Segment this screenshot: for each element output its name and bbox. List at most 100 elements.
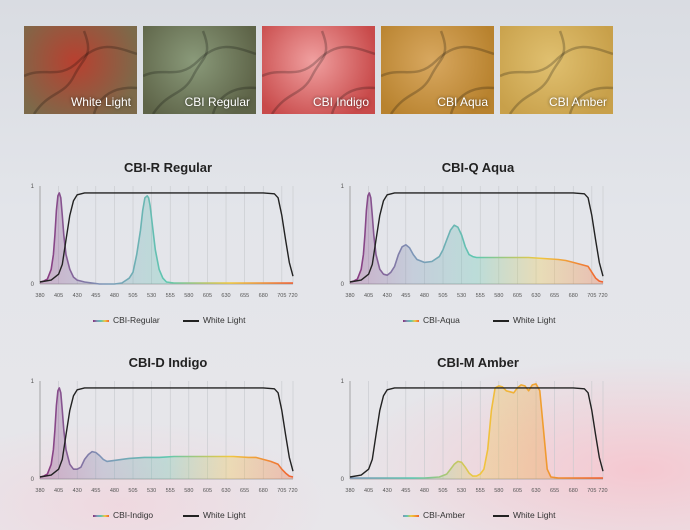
y-tick-label: 0	[341, 282, 345, 288]
series-line-cbi-aqua	[349, 192, 604, 283]
x-tick-label: 380	[35, 488, 44, 494]
x-tick-label: 630	[531, 488, 540, 494]
x-tick-label: 655	[550, 293, 559, 299]
x-tick-label: 555	[166, 293, 175, 299]
x-tick-label: 580	[494, 293, 503, 299]
series-line-white-light	[349, 192, 604, 283]
chart-cbi-amber: CBI-M Amber 380 405 430 455 480 505 530 555 580 60…	[328, 355, 628, 530]
series-line-cbi-indigo	[39, 387, 294, 478]
legend-swatch	[493, 319, 509, 322]
x-tick-label: 630	[531, 293, 540, 299]
x-tick-label: 530	[147, 488, 156, 494]
x-tick-label: 605	[513, 293, 522, 299]
x-tick-label: 655	[240, 293, 249, 299]
x-tick-label: 505	[438, 488, 447, 494]
legend-swatch	[183, 514, 199, 517]
y-tick-label: 1	[31, 184, 35, 190]
chart-cbi-regular: CBI-R Regular 380 405 430 455 480 505 530 555 580…	[18, 160, 318, 335]
series-area	[350, 192, 603, 284]
tissue-texture-image	[381, 30, 494, 114]
y-tick-label: 0	[31, 282, 35, 288]
tissue-texture-image	[262, 30, 375, 114]
tissue-texture-image	[500, 30, 613, 114]
legend-item: CBI-Regular	[93, 315, 160, 325]
x-tick-label: 705	[587, 293, 596, 299]
thumbnail-cbi-aqua: CBI Aqua	[381, 26, 494, 114]
x-tick-label: 720	[598, 293, 607, 299]
tissue-texture-image	[143, 30, 256, 114]
x-tick-label: 455	[401, 293, 410, 299]
x-tick-label: 530	[457, 488, 466, 494]
x-tick-label: 380	[345, 293, 354, 299]
series-line-cbi-regular	[39, 192, 293, 285]
x-tick-label: 505	[438, 293, 447, 299]
x-tick-label: 605	[513, 488, 522, 494]
y-tick-label: 0	[31, 477, 35, 483]
legend-swatch	[183, 319, 199, 322]
legend-swatch	[403, 514, 419, 517]
x-tick-label: 380	[35, 293, 44, 299]
x-tick-label: 605	[203, 293, 212, 299]
legend-label: White Light	[513, 510, 556, 520]
spectrum-plot: 380 405 430 455 480 505 530 555 580 605 630 655 680 7…	[341, 184, 608, 299]
chart-title: CBI-D Indigo	[128, 355, 208, 370]
legend-swatch	[93, 319, 109, 322]
legend-item: CBI-Aqua	[403, 315, 460, 325]
y-tick-label: 1	[341, 379, 345, 385]
chart-cbi-indigo: CBI-D Indigo 380 405 430 455 480 505 530 555 580 6…	[18, 355, 318, 530]
legend-swatch	[403, 319, 419, 322]
x-tick-label: 680	[259, 488, 268, 494]
x-tick-label: 720	[598, 488, 607, 494]
x-tick-label: 505	[128, 488, 137, 494]
y-tick-label: 1	[31, 379, 35, 385]
x-tick-label: 430	[73, 293, 82, 299]
x-tick-label: 680	[569, 488, 578, 494]
x-tick-label: 480	[110, 293, 119, 299]
x-tick-label: 405	[54, 488, 63, 494]
legend-label: White Light	[513, 315, 556, 325]
thumbnail-label: CBI Regular	[184, 95, 250, 109]
x-tick-label: 505	[128, 293, 137, 299]
x-tick-label: 680	[569, 293, 578, 299]
thumbnail-white-light: White Light	[24, 26, 137, 114]
legend-item: White Light	[183, 315, 246, 325]
x-tick-label: 555	[476, 488, 485, 494]
x-tick-label: 455	[91, 488, 100, 494]
chart-legend: CBI-Aqua White Light	[328, 315, 628, 329]
x-tick-label: 530	[147, 293, 156, 299]
x-tick-label: 480	[420, 293, 429, 299]
x-tick-label: 720	[288, 488, 297, 494]
series-line-cbi-amber	[350, 383, 603, 479]
series-line-white-light	[39, 192, 294, 283]
legend-item: White Light	[183, 510, 246, 520]
legend-label: White Light	[203, 510, 246, 520]
y-tick-label: 0	[341, 477, 345, 483]
series-line-white-light	[39, 387, 294, 478]
legend-item: White Light	[493, 510, 556, 520]
chart-legend: CBI-Regular White Light	[18, 315, 318, 329]
spectrum-plot: 380 405 430 455 480 505 530 555 580 605 630 655 680 7…	[31, 184, 298, 299]
x-tick-label: 530	[457, 293, 466, 299]
chart-legend: CBI-Amber White Light	[328, 510, 628, 524]
thumbnail-label: CBI Aqua	[437, 95, 488, 109]
legend-swatch	[93, 514, 109, 517]
series-area	[40, 387, 293, 479]
mode-thumbnail-strip: White Light CBI Regular CBI Indigo CBI Aqua…	[24, 26, 614, 114]
x-tick-label: 455	[91, 293, 100, 299]
thumbnail-label: White Light	[70, 95, 131, 109]
series-area	[40, 192, 293, 284]
y-tick-label: 1	[341, 184, 345, 190]
x-tick-label: 605	[203, 488, 212, 494]
x-tick-label: 380	[345, 488, 354, 494]
spectrum-plot: 380 405 430 455 480 505 530 555 580 605 630 655 680 7…	[31, 379, 298, 494]
x-tick-label: 655	[240, 488, 249, 494]
chart-legend: CBI-Indigo White Light	[18, 510, 318, 524]
x-tick-label: 430	[73, 488, 82, 494]
legend-item: CBI-Indigo	[93, 510, 153, 520]
x-tick-label: 455	[401, 488, 410, 494]
x-tick-label: 430	[383, 293, 392, 299]
x-tick-label: 680	[259, 293, 268, 299]
x-tick-label: 705	[587, 488, 596, 494]
legend-label: CBI-Indigo	[113, 510, 154, 520]
x-tick-label: 480	[420, 488, 429, 494]
